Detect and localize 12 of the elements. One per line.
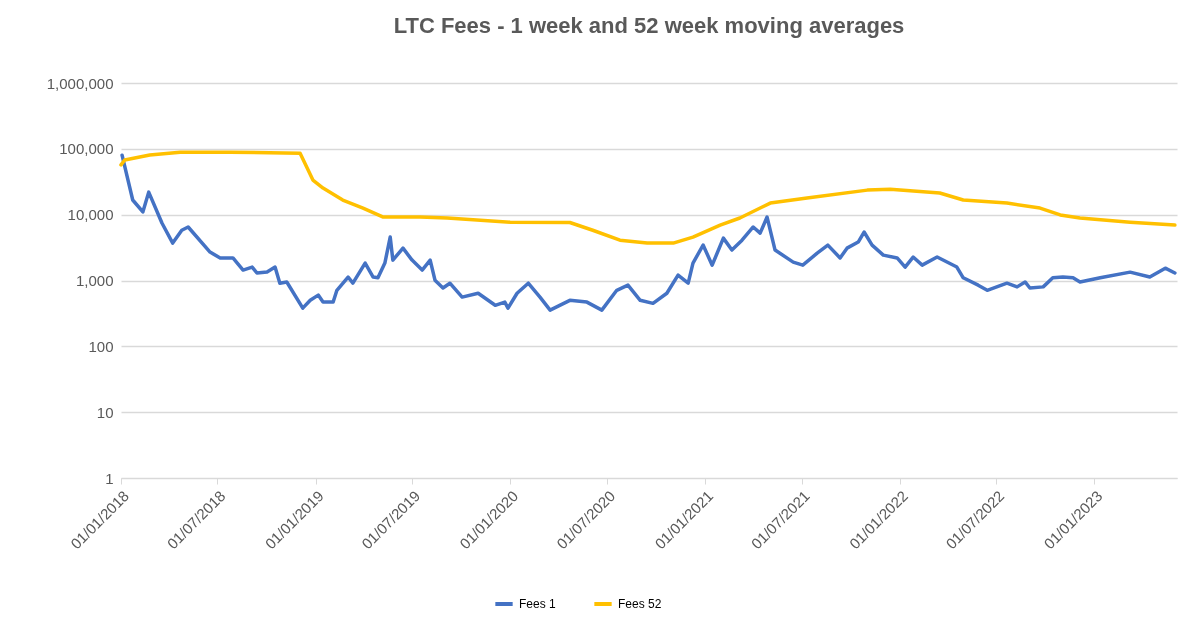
y-tick-label: 100,000 [59, 140, 114, 158]
line-series [120, 153, 1177, 312]
legend-label: Fees 1 [519, 597, 557, 611]
y-tick-label: 1,000,000 [46, 74, 114, 92]
y-tick-label: 10 [96, 403, 114, 421]
line-series [119, 150, 1177, 245]
legend-label: Fees 52 [618, 597, 662, 611]
y-tick-label: 1,000 [75, 272, 114, 289]
y-tick-label: 10,000 [67, 206, 114, 224]
y-tick-label: 100 [88, 337, 114, 355]
y-tick-label: 1 [105, 469, 114, 487]
chart-title: LTC Fees - 1 week and 52 week moving averages [393, 13, 905, 38]
